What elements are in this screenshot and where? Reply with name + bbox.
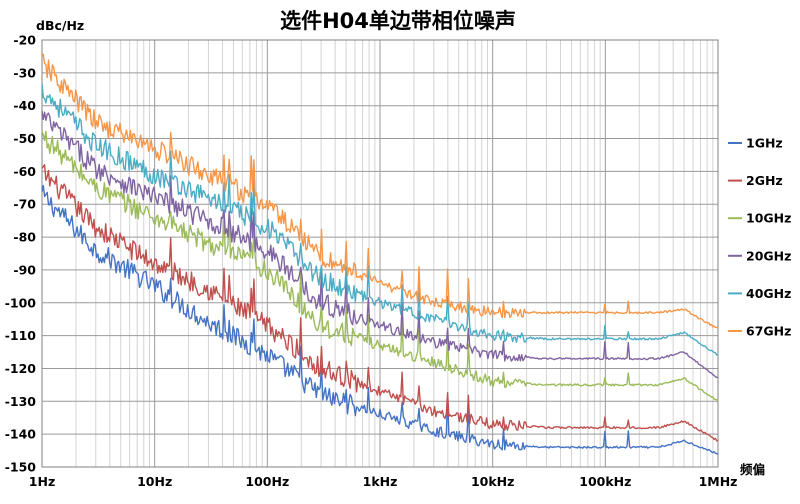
legend-label: 2GHz bbox=[746, 173, 783, 188]
x-tick-label: 1MHz bbox=[699, 474, 738, 489]
x-tick-label: 10Hz bbox=[137, 474, 172, 489]
x-tick-label: 1kHz bbox=[363, 474, 398, 489]
x-tick-label: 100kHz bbox=[579, 474, 631, 489]
y-tick-label: -150 bbox=[5, 460, 37, 475]
chart-title: 选件H04单边带相位噪声 bbox=[280, 9, 516, 33]
legend: 1GHz 2GHz 10GHz 20GHz 40GHz 67GHz bbox=[728, 136, 791, 339]
y-tick-label: -90 bbox=[13, 262, 36, 277]
legend-label: 67GHz bbox=[746, 324, 791, 339]
series-line-10ghz bbox=[41, 130, 719, 402]
y-tick-label: -70 bbox=[13, 197, 36, 212]
series-line-2ghz bbox=[41, 164, 719, 442]
y-tick-label: -30 bbox=[13, 65, 36, 80]
y-tick-label: -80 bbox=[13, 230, 36, 245]
y-tick-label: -40 bbox=[13, 98, 36, 113]
x-tick-label: 10kHz bbox=[471, 474, 514, 489]
legend-label: 1GHz bbox=[746, 136, 783, 151]
y-tick-label: -110 bbox=[5, 328, 37, 343]
y-tick-label: -100 bbox=[5, 295, 37, 310]
y-tick-label: -140 bbox=[5, 427, 37, 442]
x-tick-label: 100Hz bbox=[245, 474, 289, 489]
plot-area bbox=[41, 39, 719, 468]
series-line-1ghz bbox=[41, 184, 718, 455]
legend-label: 10GHz bbox=[746, 211, 791, 226]
x-tick-labels: 1Hz 10Hz 100Hz 1kHz 10kHz 100kHz 1MHz bbox=[29, 474, 738, 489]
y-tick-label: -60 bbox=[13, 164, 36, 179]
y-tick-labels: -20 -30 -40 -50 -60 -70 -80 -90 -100 -110 -120 -130… bbox=[5, 33, 37, 475]
legend-label: 40GHz bbox=[746, 286, 791, 301]
series-line-67ghz bbox=[41, 53, 719, 329]
y-tick-label: -120 bbox=[5, 361, 37, 376]
y-tick-label: -20 bbox=[13, 33, 36, 48]
series-line-40ghz bbox=[41, 83, 719, 356]
y-tick-label: -130 bbox=[5, 394, 37, 409]
x-tick-label: 1Hz bbox=[29, 474, 55, 489]
y-tick-label: -50 bbox=[13, 131, 36, 146]
x-axis-label: 频偏 bbox=[740, 462, 765, 477]
y-axis-label: dBc/Hz bbox=[36, 18, 84, 33]
legend-label: 20GHz bbox=[746, 248, 791, 263]
series-line-20ghz bbox=[41, 110, 719, 379]
series-lines bbox=[41, 53, 719, 455]
